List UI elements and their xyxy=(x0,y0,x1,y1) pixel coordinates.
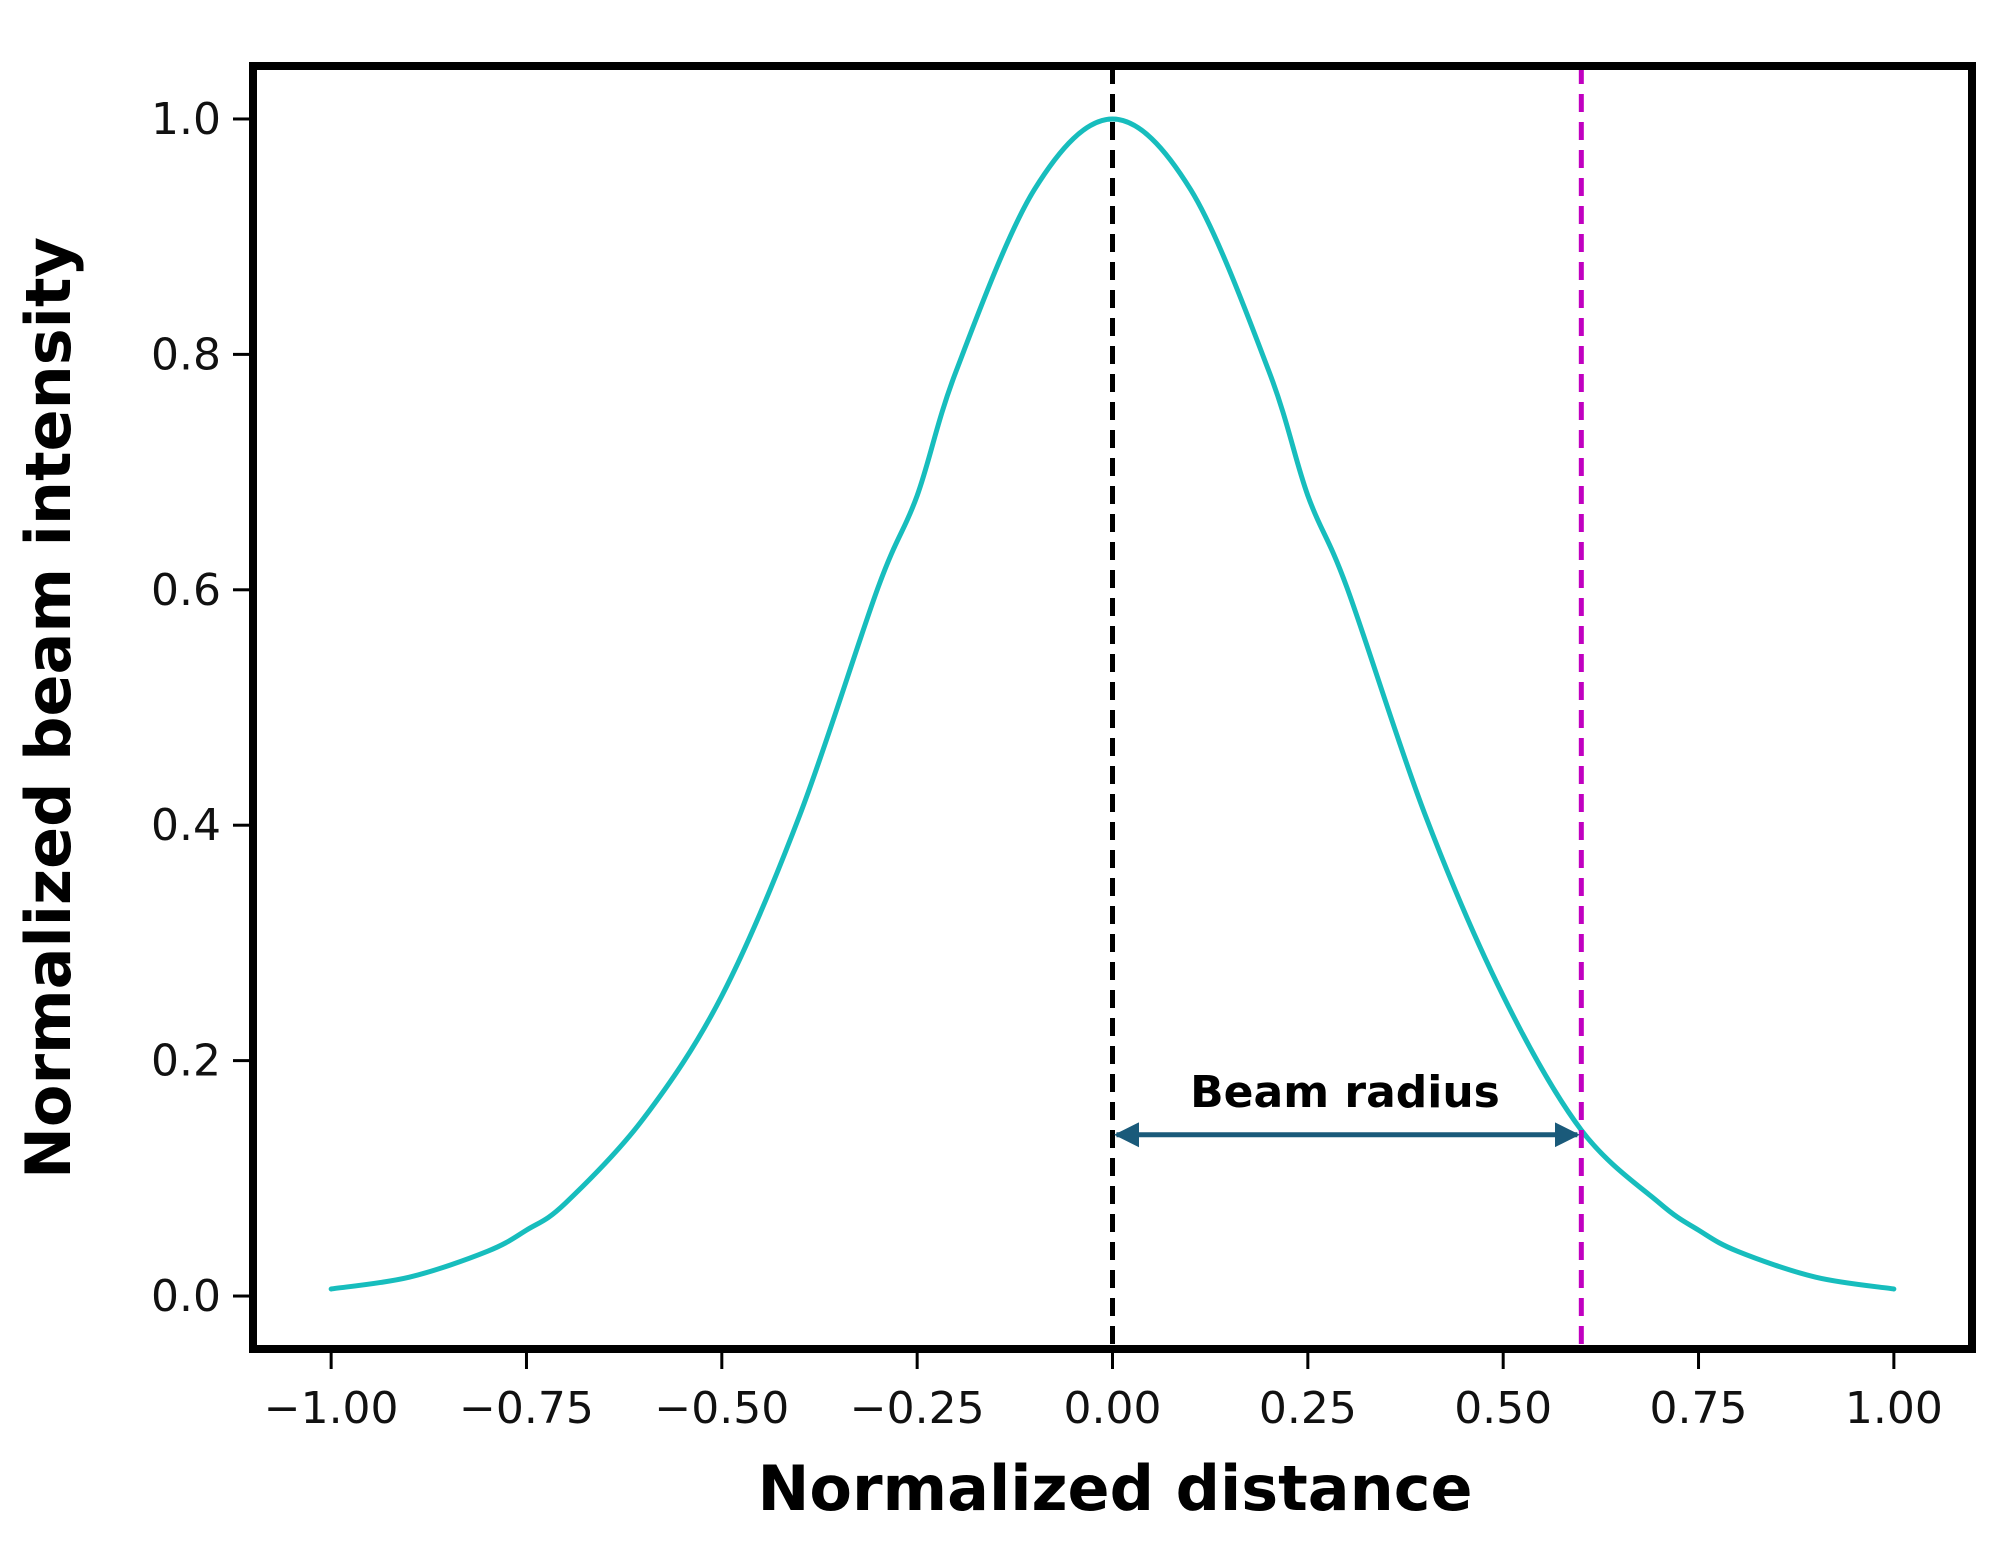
x-tick-label: 1.00 xyxy=(1845,1383,1943,1434)
x-tick-label: 0.50 xyxy=(1454,1383,1552,1434)
x-tick-label: −0.25 xyxy=(850,1383,985,1434)
y-tick-label: 0.8 xyxy=(151,329,221,380)
x-axis-ticks: −1.00 −0.75 −0.50 −0.25 0.00 0.25 0.50 0.75 1.00 xyxy=(264,1353,1943,1434)
y-tick-label: 1.0 xyxy=(151,94,221,145)
y-tick-label: 0.6 xyxy=(151,565,221,616)
y-axis-ticks: 0.0 0.2 0.4 0.6 0.8 1.0 xyxy=(151,94,249,1322)
series-line-0 xyxy=(328,116,1897,1292)
x-tick-label: 0.00 xyxy=(1064,1383,1162,1434)
x-tick-label: −1.00 xyxy=(264,1383,399,1434)
y-axis-label: Normalized beam intensity xyxy=(12,237,85,1179)
plot-frame xyxy=(249,62,1976,1353)
x-tick-label: 0.25 xyxy=(1259,1383,1357,1434)
x-tick-label: 0.75 xyxy=(1650,1383,1748,1434)
x-axis-label: Normalized distance xyxy=(757,1452,1472,1525)
beam-radius-label: Beam radius xyxy=(1190,1067,1500,1118)
y-tick-label: 0.0 xyxy=(151,1271,221,1322)
y-tick-label: 0.4 xyxy=(151,800,221,851)
y-tick-label: 0.2 xyxy=(151,1036,221,1087)
x-tick-label: −0.75 xyxy=(459,1383,594,1434)
x-tick-label: −0.50 xyxy=(654,1383,789,1434)
plot-content xyxy=(328,66,1897,1349)
